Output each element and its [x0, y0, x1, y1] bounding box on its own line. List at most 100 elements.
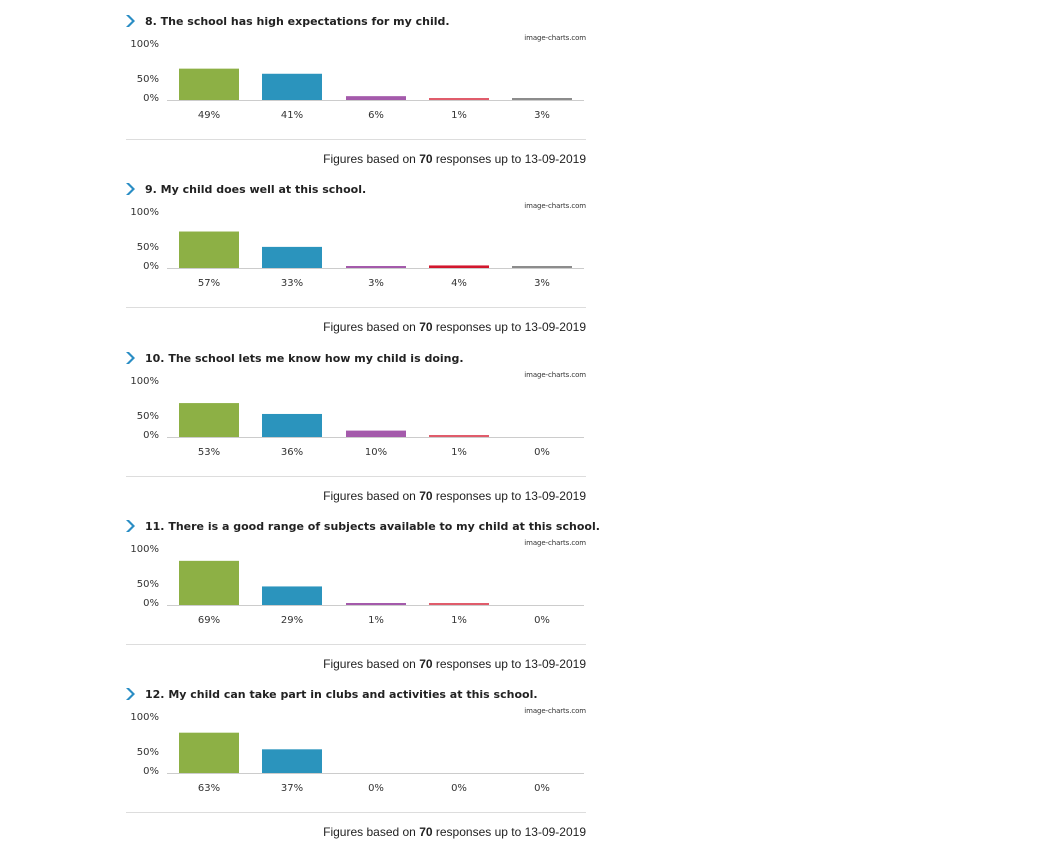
bar	[429, 435, 489, 437]
note-prefix: Figures based on	[323, 489, 420, 503]
bar	[429, 603, 489, 605]
bar	[512, 266, 572, 268]
bar-chart: 100% 50% 0% 53% 36% 10% 1% 0%	[130, 376, 584, 458]
bar	[346, 96, 406, 100]
bar	[262, 73, 322, 100]
bar-value-label: 3%	[534, 278, 550, 289]
watermark: image-charts.com	[524, 202, 586, 210]
bar-value-label: 6%	[368, 110, 384, 121]
bar	[179, 231, 239, 268]
bar-value-label: 49%	[198, 110, 220, 121]
responses-note: Figures based on 70 responses up to 13-0…	[250, 489, 586, 503]
bar-value-label: 53%	[198, 447, 220, 458]
response-count: 70	[419, 320, 433, 334]
y-tick-label: 50%	[137, 411, 159, 422]
response-count: 70	[419, 657, 433, 671]
y-tick-label: 50%	[137, 242, 159, 253]
bar	[179, 732, 239, 773]
y-tick-label: 50%	[137, 579, 159, 590]
note-prefix: Figures based on	[323, 152, 420, 166]
bar	[179, 68, 239, 100]
question-header: 12. My child can take part in clubs and …	[124, 685, 538, 703]
note-suffix: responses up to 13-09-2019	[432, 489, 586, 503]
bar	[346, 603, 406, 605]
bar-chart: 100% 50% 0% 69% 29% 1% 1% 0%	[130, 544, 584, 626]
bar	[262, 749, 322, 773]
y-tick-label: 100%	[130, 544, 159, 555]
bar-value-label: 1%	[451, 110, 467, 121]
note-suffix: responses up to 13-09-2019	[432, 320, 586, 334]
bar	[262, 586, 322, 605]
bar-value-label: 0%	[534, 783, 550, 794]
bar-value-label: 3%	[368, 278, 384, 289]
question-header: 10. The school lets me know how my child…	[124, 349, 464, 367]
question-block: 10. The school lets me know how my child…	[0, 345, 620, 513]
y-tick-label: 100%	[130, 39, 159, 50]
question-header: 8. The school has high expectations for …	[124, 12, 450, 30]
bar-value-label: 10%	[365, 447, 387, 458]
divider	[126, 644, 586, 645]
bar-value-label: 1%	[368, 615, 384, 626]
question-title: 11. There is a good range of subjects av…	[145, 519, 600, 533]
note-suffix: responses up to 13-09-2019	[432, 825, 586, 839]
y-tick-label: 50%	[137, 747, 159, 758]
chevron-right-icon	[126, 688, 135, 700]
bar-value-label: 37%	[281, 783, 303, 794]
question-block: 12. My child can take part in clubs and …	[0, 681, 620, 849]
bar-value-label: 69%	[198, 615, 220, 626]
question-block: 9. My child does well at this school. ima…	[0, 176, 620, 344]
question-header: 11. There is a good range of subjects av…	[124, 517, 600, 535]
y-tick-label: 0%	[143, 766, 159, 777]
bar-value-label: 41%	[281, 110, 303, 121]
y-tick-label: 0%	[143, 598, 159, 609]
bar-value-label: 0%	[451, 783, 467, 794]
bar	[346, 266, 406, 268]
y-tick-label: 0%	[143, 93, 159, 104]
response-count: 70	[419, 825, 433, 839]
divider	[126, 476, 586, 477]
bar	[262, 413, 322, 437]
note-prefix: Figures based on	[323, 657, 420, 671]
bar-value-label: 57%	[198, 278, 220, 289]
question-block: 8. The school has high expectations for …	[0, 8, 620, 176]
response-count: 70	[419, 152, 433, 166]
bar-value-label: 1%	[451, 615, 467, 626]
question-block: 11. There is a good range of subjects av…	[0, 513, 620, 681]
watermark: image-charts.com	[524, 539, 586, 547]
watermark: image-charts.com	[524, 34, 586, 42]
bar	[429, 265, 489, 268]
note-prefix: Figures based on	[323, 320, 420, 334]
y-tick-label: 0%	[143, 430, 159, 441]
question-header: 9. My child does well at this school.	[124, 180, 366, 198]
y-tick-label: 100%	[130, 376, 159, 387]
note-prefix: Figures based on	[323, 825, 420, 839]
divider	[126, 307, 586, 308]
note-suffix: responses up to 13-09-2019	[432, 657, 586, 671]
bar-value-label: 4%	[451, 278, 467, 289]
note-suffix: responses up to 13-09-2019	[432, 152, 586, 166]
watermark: image-charts.com	[524, 371, 586, 379]
y-tick-label: 0%	[143, 261, 159, 272]
bar-value-label: 36%	[281, 447, 303, 458]
question-title: 10. The school lets me know how my child…	[145, 351, 464, 365]
bar-value-label: 63%	[198, 783, 220, 794]
watermark: image-charts.com	[524, 707, 586, 715]
question-title: 8. The school has high expectations for …	[145, 14, 450, 28]
y-tick-label: 100%	[130, 207, 159, 218]
divider	[126, 812, 586, 813]
responses-note: Figures based on 70 responses up to 13-0…	[250, 152, 586, 166]
chevron-right-icon	[126, 183, 135, 195]
bar-value-label: 3%	[534, 110, 550, 121]
divider	[126, 139, 586, 140]
y-tick-label: 50%	[137, 74, 159, 85]
bar	[429, 98, 489, 100]
bar-value-label: 33%	[281, 278, 303, 289]
chevron-right-icon	[126, 352, 135, 364]
responses-note: Figures based on 70 responses up to 13-0…	[250, 825, 586, 839]
bar-value-label: 0%	[534, 615, 550, 626]
bar	[512, 98, 572, 100]
bar-value-label: 29%	[281, 615, 303, 626]
bar-chart: 100% 50% 0% 49% 41% 6% 1% 3%	[130, 39, 584, 121]
bar-chart: 100% 50% 0% 57% 33% 3% 4% 3%	[130, 207, 584, 289]
response-count: 70	[419, 489, 433, 503]
